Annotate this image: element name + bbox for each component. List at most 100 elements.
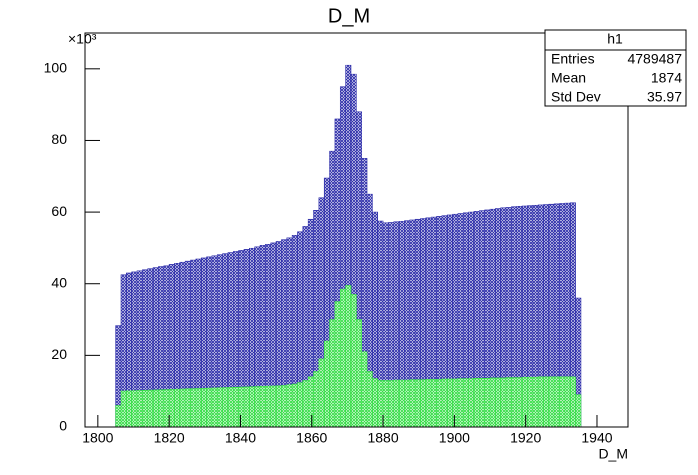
histogram-bar <box>200 388 207 428</box>
histogram-bar <box>184 388 191 428</box>
histogram-bar <box>297 382 304 428</box>
histogram-bar <box>259 386 266 428</box>
histogram-bar <box>521 376 528 428</box>
histogram-bar <box>446 378 453 428</box>
histogram-bar <box>275 385 282 428</box>
histogram-bar <box>532 376 539 428</box>
histogram-bar <box>489 377 496 428</box>
histogram-bar <box>575 394 582 428</box>
histogram-bar <box>233 386 239 428</box>
histogram-bar <box>334 301 341 428</box>
histogram-bar <box>323 340 330 428</box>
histogram-bar <box>543 376 550 428</box>
histogram-bar <box>361 351 368 428</box>
histogram-bar <box>339 288 346 428</box>
histogram-bar <box>158 389 165 428</box>
histogram-bar <box>516 377 523 428</box>
histogram-bar <box>537 376 544 428</box>
x-axis-label: D_M <box>598 446 628 462</box>
y-tick-label: 40 <box>51 274 67 290</box>
histogram-bar <box>553 376 560 428</box>
stats-title: h1 <box>607 31 623 47</box>
histogram-bar <box>147 389 154 428</box>
histogram-bar <box>318 358 325 428</box>
histogram-bar <box>409 379 416 428</box>
histogram-bar <box>281 385 288 428</box>
histogram-bar <box>564 376 571 428</box>
y-tick-label: 80 <box>51 131 67 147</box>
histogram-bar <box>115 405 122 428</box>
histogram-bar <box>249 386 256 428</box>
stats-value: 1874 <box>651 70 682 86</box>
histogram-bar <box>425 379 432 428</box>
histogram-bar <box>398 379 405 428</box>
x-tick-label: 1820 <box>154 430 185 446</box>
x-tick-label: 1920 <box>510 430 541 446</box>
bars <box>115 64 582 428</box>
histogram-bar <box>393 379 400 428</box>
histogram-bar <box>345 285 352 428</box>
histogram-bar <box>377 380 384 428</box>
histogram-bar <box>441 378 448 428</box>
histogram-bar <box>505 377 512 428</box>
y-tick-label: 0 <box>59 418 67 434</box>
histogram-bar <box>356 319 362 428</box>
histogram-bar <box>291 383 298 428</box>
histogram-bar <box>414 379 421 428</box>
stats-box: h1 Entries 4789487 Mean 1874 Std Dev 35.… <box>544 29 687 107</box>
histogram-bar <box>206 387 213 428</box>
histogram-bar <box>222 387 229 428</box>
histogram-bar <box>179 388 186 428</box>
y-tick-label: 20 <box>51 346 67 362</box>
histogram-bar <box>190 388 197 428</box>
x-tick-label: 1940 <box>581 430 612 446</box>
histogram-bar <box>254 386 261 428</box>
histogram-bar <box>270 385 277 428</box>
histogram-bar <box>484 377 491 428</box>
stats-value: 4789487 <box>627 51 682 67</box>
histogram-bar <box>126 390 133 428</box>
histogram-bar <box>569 376 576 428</box>
histogram-bar <box>511 377 518 428</box>
histogram-bar <box>120 390 127 428</box>
frame <box>84 32 629 428</box>
histogram-bar <box>174 388 181 428</box>
histogram-bar <box>313 371 320 428</box>
chart-title: D_M <box>328 5 370 27</box>
histogram-bar <box>404 379 411 428</box>
histogram-bar <box>462 378 469 428</box>
histogram-bar <box>227 387 234 428</box>
stats-key: Entries <box>551 51 595 67</box>
stats-value: 35.97 <box>647 89 682 105</box>
stats-key: Std Dev <box>551 89 601 105</box>
histogram-bar <box>479 377 485 428</box>
y-tick-label: 100 <box>44 60 68 76</box>
x-tick-label: 1840 <box>225 430 256 446</box>
histogram-bar <box>559 376 566 428</box>
histogram-bar <box>142 389 149 428</box>
y-tick-label: 60 <box>51 203 67 219</box>
histogram-bar <box>286 384 293 428</box>
histogram-bar <box>500 377 507 428</box>
histogram-bar <box>495 377 502 428</box>
histogram-bar <box>131 390 138 428</box>
histogram-bar <box>527 376 534 428</box>
histogram-bar <box>548 376 555 428</box>
histogram-bar <box>388 380 395 428</box>
histogram-bar <box>168 389 175 428</box>
histogram-bar <box>211 387 218 428</box>
histogram-bar <box>430 379 437 428</box>
histogram-bar <box>265 385 272 428</box>
histogram-bar <box>473 377 480 428</box>
x-tick-label: 1800 <box>82 430 113 446</box>
y-multiplier: ×10³ <box>68 31 97 47</box>
histogram-bar <box>436 379 443 428</box>
histogram-bar <box>152 389 159 428</box>
histogram-bar <box>366 371 373 428</box>
histogram-bar <box>136 390 143 428</box>
histogram-bar <box>307 376 314 428</box>
histogram-bar <box>468 378 475 428</box>
histogram-bar <box>195 388 202 428</box>
histogram-bar <box>457 378 464 428</box>
